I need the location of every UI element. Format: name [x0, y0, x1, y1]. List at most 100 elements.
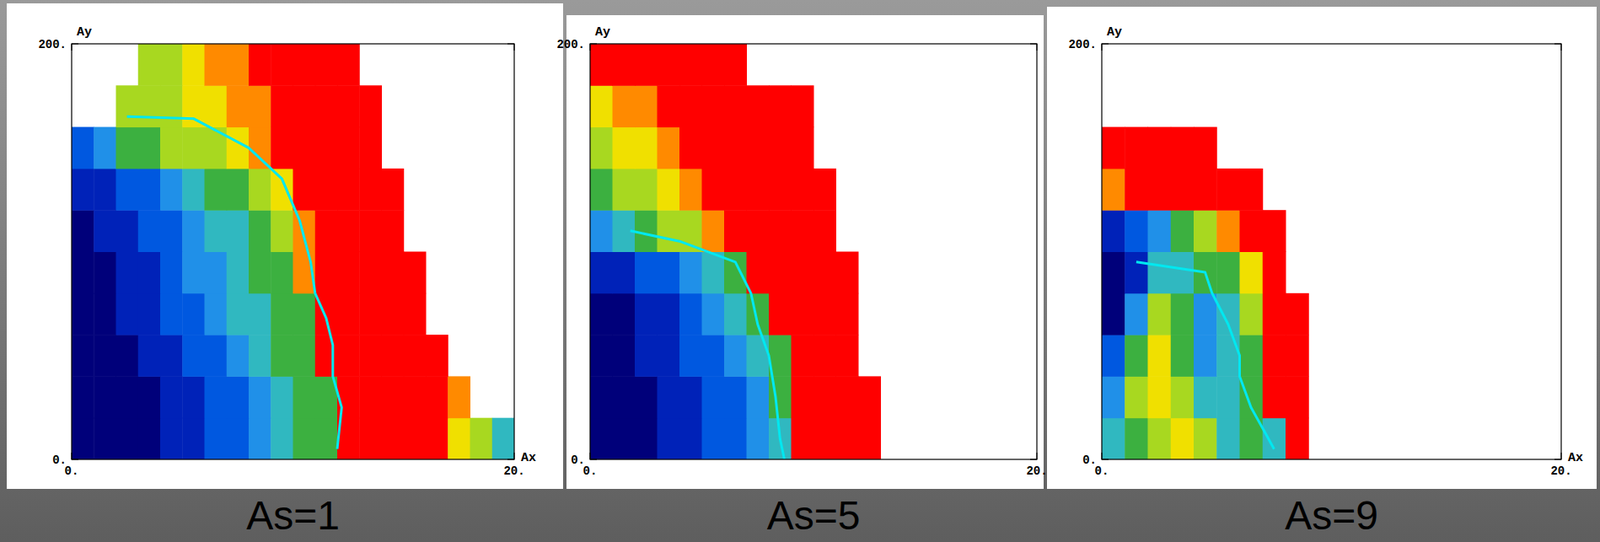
x-tick-label: 0. [1095, 464, 1110, 478]
heat-cell [679, 168, 703, 211]
heat-cell [746, 209, 770, 253]
heat-cell [746, 168, 770, 211]
heat-cell [204, 209, 228, 253]
panel: 0.20.0.200.AyAx [1046, 6, 1597, 489]
heat-cell [182, 127, 205, 170]
heat-cell [679, 375, 703, 419]
heat-cell [204, 85, 228, 128]
heat-cell [337, 127, 360, 170]
heat-cell [1193, 127, 1218, 170]
heat-cell [791, 375, 815, 419]
heat-cell [160, 43, 183, 86]
line-series [1136, 262, 1275, 450]
heat-cell [226, 127, 250, 170]
heat-cell [813, 375, 837, 419]
heat-cell [337, 334, 360, 377]
plot-area [71, 43, 515, 460]
heat-cell [657, 127, 681, 170]
heat-cell [248, 209, 272, 253]
heat-cell [1124, 252, 1149, 295]
heat-cell [1262, 252, 1287, 295]
heat-cell [182, 293, 205, 336]
heat-cell [1124, 293, 1149, 336]
heat-cell [1216, 375, 1241, 419]
x-tick [1036, 452, 1038, 460]
heat-cell [1216, 168, 1241, 211]
heat-cell [1240, 293, 1264, 336]
heat-cell [93, 418, 117, 460]
heat-cell [634, 168, 658, 211]
heat-cell [293, 127, 317, 170]
heat-cell [248, 334, 272, 377]
heat-cell [657, 375, 681, 419]
x-tick-label: 20. [1550, 464, 1572, 478]
heat-cell [293, 418, 317, 460]
heat-cell [1170, 168, 1195, 211]
heat-cell [724, 85, 747, 128]
heat-cell [836, 375, 860, 419]
heat-cell [1193, 334, 1218, 377]
heat-cell [791, 127, 815, 170]
plot-frame [71, 43, 515, 460]
heat-cell [1285, 293, 1310, 336]
panel-title: As=5 [767, 493, 861, 538]
heat-cell [226, 168, 250, 211]
heat-cell [359, 418, 382, 460]
heat-cell [1124, 418, 1149, 460]
heat-cell [1240, 252, 1264, 295]
heat-cell [425, 418, 449, 460]
heat-cell [724, 418, 747, 460]
heat-cell [381, 168, 405, 211]
heat-cell [836, 293, 860, 336]
plot-area [1101, 127, 1310, 460]
heat-cell [270, 168, 294, 211]
heat-cell [182, 418, 205, 460]
heat-cell [138, 252, 162, 295]
heat-cell [270, 43, 294, 86]
heat-cell [293, 334, 317, 377]
heat-cell [71, 334, 95, 377]
heat-cell [1170, 209, 1195, 253]
heat-cell [702, 168, 725, 211]
heat-cell [226, 252, 250, 295]
heat-cell [724, 127, 747, 170]
heat-cell [612, 418, 636, 460]
heat-cell [1170, 334, 1195, 377]
heat-cell [634, 293, 658, 336]
heat-cell [138, 209, 162, 253]
heat-cell [182, 334, 205, 377]
heat-cell [71, 293, 95, 336]
y-tick [1101, 43, 1109, 45]
heat-cell [160, 168, 183, 211]
heat-cell [1285, 334, 1310, 377]
heat-cell [116, 209, 140, 253]
heat-cell [470, 418, 494, 460]
heat-cell [403, 418, 427, 460]
y-tick-label: 0. [570, 453, 586, 468]
heat-cell [425, 334, 449, 377]
heat-cell [1285, 375, 1310, 419]
heat-cell [160, 375, 183, 419]
heat-cell [315, 209, 339, 253]
x-tick [590, 43, 591, 51]
heat-cell [337, 43, 360, 86]
heat-cell [270, 375, 294, 419]
heat-cell [590, 43, 613, 86]
heat-cell [612, 127, 636, 170]
heat-cell [679, 252, 703, 295]
heat-cell [270, 334, 294, 377]
panel-title: As=1 [246, 493, 340, 538]
heat-cell [403, 293, 427, 336]
heat-cell [248, 127, 272, 170]
heat-cell [93, 168, 117, 211]
heat-cell [1170, 375, 1195, 419]
heat-cell [93, 334, 117, 377]
heat-cell [359, 168, 382, 211]
heat-cell [768, 293, 792, 336]
heat-cell [657, 293, 681, 336]
heat-cell [702, 85, 725, 128]
heat-cell [315, 418, 339, 460]
heat-cell [359, 375, 382, 419]
heat-cell [182, 375, 205, 419]
heat-cell [160, 334, 183, 377]
